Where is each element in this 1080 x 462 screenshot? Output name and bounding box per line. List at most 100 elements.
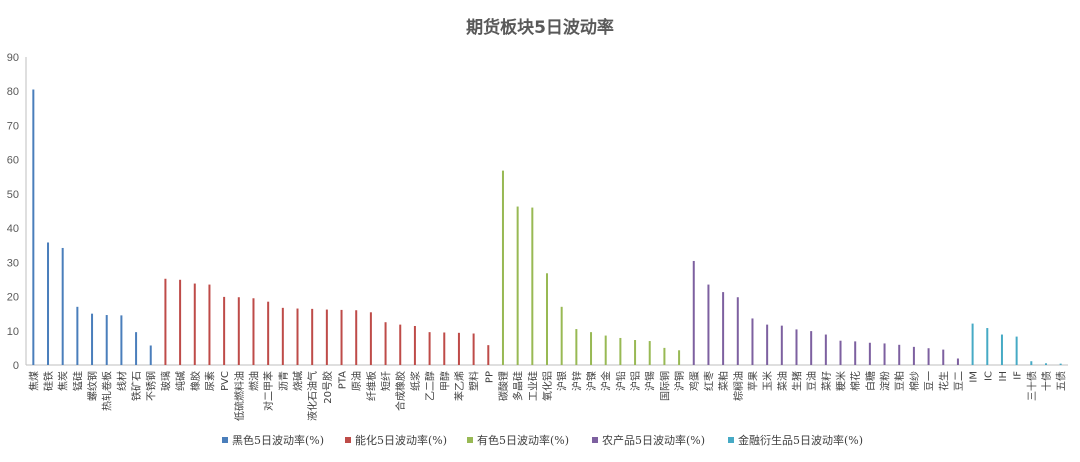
- bar: [61, 247, 64, 365]
- x-tick-label: 多晶硅: [512, 371, 525, 401]
- legend-swatch: [222, 437, 228, 443]
- legend-label: 金融衍生品5日波动率(%): [738, 433, 863, 447]
- x-tick-label: 沪镍: [585, 371, 598, 391]
- bar: [986, 328, 989, 365]
- bar: [296, 308, 299, 365]
- bar: [472, 333, 475, 365]
- x-tick-label: 锰硅: [71, 371, 84, 391]
- legend-swatch: [345, 437, 351, 443]
- bar: [340, 309, 343, 365]
- bar: [927, 348, 930, 365]
- x-tick-label: 菜油: [776, 371, 789, 391]
- bar: [384, 322, 387, 365]
- x-tick-label: 沪锌: [570, 371, 583, 391]
- legend-label: 农产品5日波动率(%): [602, 433, 705, 447]
- y-tick-label: 40: [7, 223, 19, 235]
- bar: [898, 344, 901, 365]
- bar: [105, 315, 108, 365]
- x-tick-label: 生猪: [790, 371, 803, 391]
- bar: [237, 297, 240, 365]
- bar: [854, 341, 857, 365]
- bar: [575, 329, 578, 365]
- bar: [413, 325, 416, 365]
- x-tick-label: 螺纹钢: [86, 371, 99, 401]
- bar: [267, 301, 270, 365]
- y-tick-label: 0: [13, 360, 19, 372]
- bar: [883, 343, 886, 365]
- bar: [355, 310, 358, 365]
- x-tick-label: 沥青: [277, 371, 290, 391]
- x-axis-labels: 焦煤 硅铁 焦炭 锰硅 螺纹钢 热轧卷板 线材 铁矿石 不锈钢 玻璃 纯碱 橡胶 尿素 PVC 低硫燃料油燃…: [27, 371, 1067, 421]
- x-tick-label: 十债: [1040, 371, 1053, 391]
- bar: [751, 318, 754, 365]
- bar: [942, 349, 945, 365]
- bar: [369, 312, 372, 365]
- bar: [457, 332, 460, 365]
- x-tick-label: 五债: [1055, 371, 1068, 391]
- x-tick-label: 沪金: [600, 371, 613, 391]
- bar: [281, 307, 284, 365]
- legend-label: 有色5日波动率(%): [477, 433, 569, 447]
- x-tick-label: IH: [998, 371, 1009, 381]
- bar-group: [32, 89, 1062, 365]
- bar: [120, 315, 123, 365]
- bar: [590, 332, 593, 365]
- x-tick-label: 豆一: [924, 371, 936, 391]
- x-tick-label: 豆二: [953, 371, 965, 391]
- y-tick-label: 80: [7, 86, 19, 98]
- bar: [487, 345, 490, 365]
- bar: [619, 337, 622, 365]
- x-tick-label: 棉花: [849, 371, 862, 391]
- x-tick-label: 燃油: [247, 371, 260, 391]
- x-tick-label: 氧化铝: [541, 371, 554, 401]
- bar: [443, 332, 446, 365]
- y-tick-label: 50: [7, 189, 19, 201]
- x-tick-label: 焦煤: [27, 371, 40, 391]
- x-tick-label: 低硫燃料油: [233, 371, 246, 421]
- x-tick-label: 花生: [937, 371, 950, 391]
- x-tick-label: PP: [484, 371, 495, 383]
- y-tick-label: 20: [7, 292, 19, 304]
- bar: [546, 273, 548, 365]
- bar: [208, 284, 211, 365]
- x-tick-label: 铁矿石: [130, 371, 143, 401]
- x-tick-label: 不锈钢: [145, 371, 158, 401]
- bar: [663, 347, 666, 365]
- bar: [956, 358, 959, 365]
- x-tick-label: 粳米: [835, 371, 848, 391]
- x-tick-label: 纤维板: [365, 371, 378, 401]
- bar: [47, 242, 50, 365]
- x-tick-label: 甲醇: [438, 371, 451, 391]
- bar: [325, 309, 328, 365]
- x-tick-label: 国际铜: [659, 371, 671, 401]
- bar: [780, 325, 783, 365]
- bar: [1030, 361, 1033, 365]
- x-tick-label: 沪银: [556, 371, 569, 391]
- bar: [91, 313, 94, 365]
- bar: [560, 306, 563, 365]
- bar: [1000, 334, 1003, 365]
- chart-title: 期货板块5日波动率: [466, 17, 614, 38]
- bar: [149, 345, 152, 365]
- legend-label: 黑色5日波动率(%): [232, 433, 324, 447]
- bar: [678, 350, 681, 365]
- bar: [839, 340, 842, 365]
- legend-swatch: [592, 437, 598, 443]
- x-tick-label: 纸浆: [409, 371, 422, 391]
- bar: [795, 329, 798, 365]
- bar: [179, 279, 182, 365]
- x-tick-label: 苯乙烯: [453, 371, 466, 401]
- bar: [76, 306, 79, 365]
- x-tick-label: 对二甲苯: [262, 371, 275, 411]
- bar: [648, 341, 651, 365]
- x-tick-label: 原油: [350, 371, 363, 391]
- x-tick-label: 线材: [115, 371, 128, 391]
- legend-swatch: [467, 437, 473, 443]
- x-tick-label: 棕榈油: [732, 371, 745, 401]
- x-tick-label: 沪锡: [644, 371, 657, 391]
- x-tick-label: 沪铝: [629, 371, 642, 391]
- x-tick-label: 豆粕: [893, 371, 906, 391]
- bar: [252, 298, 255, 365]
- x-tick-label: 红枣: [702, 371, 715, 391]
